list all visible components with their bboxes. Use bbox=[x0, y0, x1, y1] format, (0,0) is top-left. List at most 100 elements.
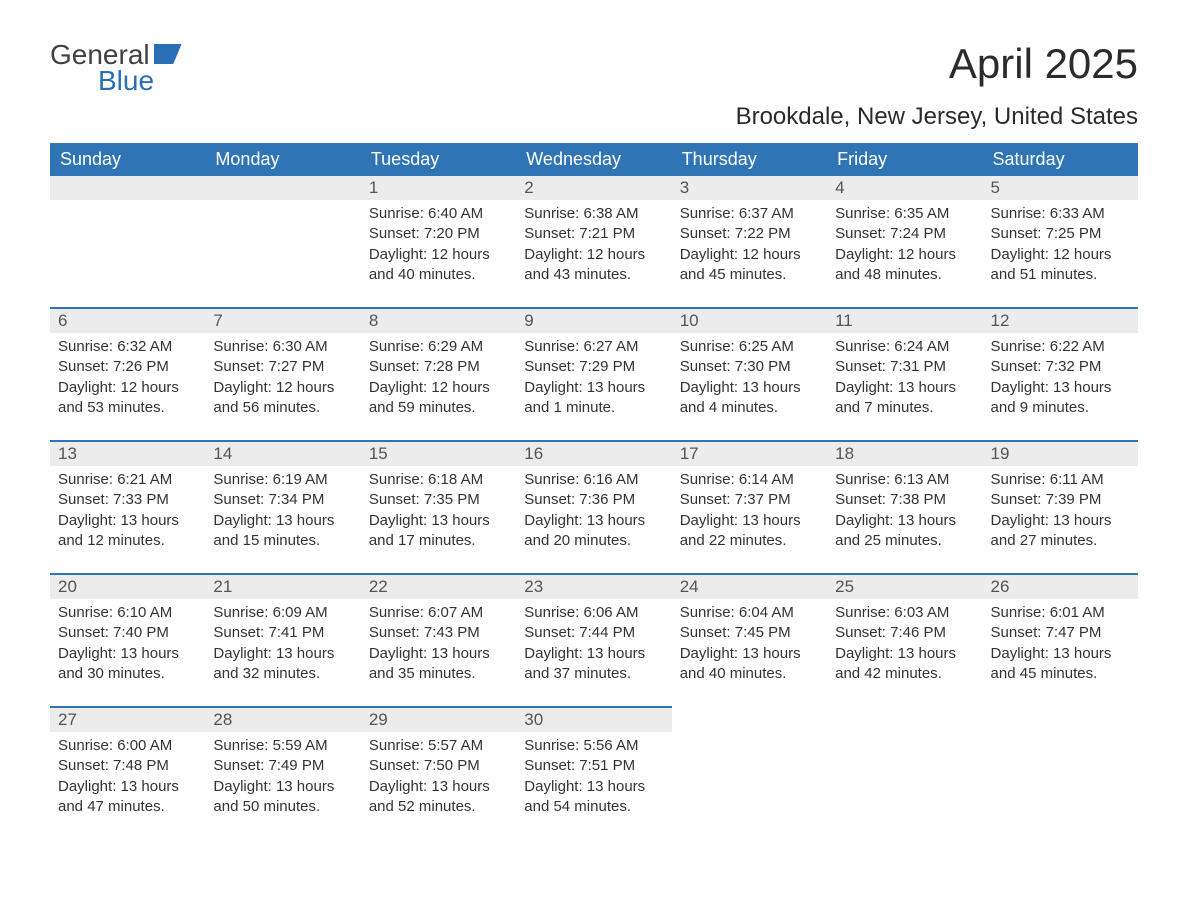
sunset-text: Sunset: 7:31 PM bbox=[835, 357, 974, 377]
page-title: April 2025 bbox=[949, 40, 1138, 88]
day-number: 28 bbox=[205, 706, 360, 732]
calendar-day-cell: 4Sunrise: 6:35 AMSunset: 7:24 PMDaylight… bbox=[827, 176, 982, 307]
day-details: Sunrise: 6:00 AMSunset: 7:48 PMDaylight:… bbox=[50, 736, 205, 817]
sunrise-text: Sunrise: 6:21 AM bbox=[58, 470, 197, 490]
daylight-text: Daylight: 13 hours and 47 minutes. bbox=[58, 777, 197, 818]
day-details: Sunrise: 6:35 AMSunset: 7:24 PMDaylight:… bbox=[827, 204, 982, 285]
day-number: 19 bbox=[983, 440, 1138, 466]
day-details: Sunrise: 5:57 AMSunset: 7:50 PMDaylight:… bbox=[361, 736, 516, 817]
daylight-text: Daylight: 13 hours and 27 minutes. bbox=[991, 511, 1130, 552]
sunrise-text: Sunrise: 6:37 AM bbox=[680, 204, 819, 224]
daylight-text: Daylight: 13 hours and 12 minutes. bbox=[58, 511, 197, 552]
sunset-text: Sunset: 7:47 PM bbox=[991, 623, 1130, 643]
day-number: 11 bbox=[827, 307, 982, 333]
logo-text-2: Blue bbox=[98, 67, 182, 95]
sunrise-text: Sunrise: 6:32 AM bbox=[58, 337, 197, 357]
sunset-text: Sunset: 7:35 PM bbox=[369, 490, 508, 510]
sunset-text: Sunset: 7:41 PM bbox=[213, 623, 352, 643]
daylight-text: Daylight: 13 hours and 7 minutes. bbox=[835, 378, 974, 419]
sunrise-text: Sunrise: 6:03 AM bbox=[835, 603, 974, 623]
sunrise-text: Sunrise: 6:09 AM bbox=[213, 603, 352, 623]
sunrise-text: Sunrise: 6:25 AM bbox=[680, 337, 819, 357]
logo: General Blue bbox=[50, 40, 182, 95]
calendar-day-cell: 11 Sunrise: 6:24 AMSunset: 7:31 PMDayligh… bbox=[827, 307, 982, 440]
calendar-header-cell: Saturday bbox=[983, 143, 1138, 176]
sunrise-text: Sunrise: 6:38 AM bbox=[524, 204, 663, 224]
sunrise-text: Sunrise: 6:24 AM bbox=[835, 337, 974, 357]
daylight-text: Daylight: 13 hours and 40 minutes. bbox=[680, 644, 819, 685]
daylight-text: Daylight: 12 hours and 51 minutes. bbox=[991, 245, 1130, 286]
sunrise-text: Sunrise: 6:33 AM bbox=[991, 204, 1130, 224]
daylight-text: Daylight: 13 hours and 35 minutes. bbox=[369, 644, 508, 685]
sunrise-text: Sunrise: 6:18 AM bbox=[369, 470, 508, 490]
calendar-day-cell bbox=[827, 706, 982, 839]
calendar-table: SundayMondayTuesdayWednesdayThursdayFrid… bbox=[50, 143, 1138, 839]
calendar-week-row: 27 Sunrise: 6:00 AMSunset: 7:48 PMDayligh… bbox=[50, 706, 1138, 839]
day-number: 3 bbox=[672, 176, 827, 200]
sunset-text: Sunset: 7:27 PM bbox=[213, 357, 352, 377]
day-number: 20 bbox=[50, 573, 205, 599]
day-number: 16 bbox=[516, 440, 671, 466]
sunrise-text: Sunrise: 6:30 AM bbox=[213, 337, 352, 357]
day-details: Sunrise: 6:22 AMSunset: 7:32 PMDaylight:… bbox=[983, 337, 1138, 418]
calendar-day-cell: 20Sunrise: 6:10 AMSunset: 7:40 PMDayligh… bbox=[50, 573, 205, 706]
calendar-day-cell: 23Sunrise: 6:06 AMSunset: 7:44 PMDayligh… bbox=[516, 573, 671, 706]
calendar-day-cell: 24Sunrise: 6:04 AMSunset: 7:45 PMDayligh… bbox=[672, 573, 827, 706]
daylight-text: Daylight: 13 hours and 37 minutes. bbox=[524, 644, 663, 685]
day-number: 12 bbox=[983, 307, 1138, 333]
sunset-text: Sunset: 7:33 PM bbox=[58, 490, 197, 510]
calendar-day-cell: 13Sunrise: 6:21 AMSunset: 7:33 PMDayligh… bbox=[50, 440, 205, 573]
daylight-text: Daylight: 12 hours and 56 minutes. bbox=[213, 378, 352, 419]
sunset-text: Sunset: 7:51 PM bbox=[524, 756, 663, 776]
day-number: 14 bbox=[205, 440, 360, 466]
sunset-text: Sunset: 7:44 PM bbox=[524, 623, 663, 643]
sunset-text: Sunset: 7:46 PM bbox=[835, 623, 974, 643]
day-number: 6 bbox=[50, 307, 205, 333]
calendar-day-cell: 9Sunrise: 6:27 AMSunset: 7:29 PMDaylight… bbox=[516, 307, 671, 440]
sunrise-text: Sunrise: 6:01 AM bbox=[991, 603, 1130, 623]
day-number: 25 bbox=[827, 573, 982, 599]
sunset-text: Sunset: 7:43 PM bbox=[369, 623, 508, 643]
day-details: Sunrise: 6:14 AMSunset: 7:37 PMDaylight:… bbox=[672, 470, 827, 551]
calendar-day-cell: 25 Sunrise: 6:03 AMSunset: 7:46 PMDayligh… bbox=[827, 573, 982, 706]
day-number: 26 bbox=[983, 573, 1138, 599]
day-number: 15 bbox=[361, 440, 516, 466]
calendar-day-cell: 28 Sunrise: 5:59 AMSunset: 7:49 PMDayligh… bbox=[205, 706, 360, 839]
sunset-text: Sunset: 7:30 PM bbox=[680, 357, 819, 377]
calendar-header-cell: Friday bbox=[827, 143, 982, 176]
daylight-text: Daylight: 13 hours and 17 minutes. bbox=[369, 511, 508, 552]
daylight-text: Daylight: 13 hours and 9 minutes. bbox=[991, 378, 1130, 419]
calendar-day-cell: 22Sunrise: 6:07 AMSunset: 7:43 PMDayligh… bbox=[361, 573, 516, 706]
sunset-text: Sunset: 7:29 PM bbox=[524, 357, 663, 377]
daylight-text: Daylight: 13 hours and 30 minutes. bbox=[58, 644, 197, 685]
sunrise-text: Sunrise: 6:00 AM bbox=[58, 736, 197, 756]
calendar-body: 1Sunrise: 6:40 AMSunset: 7:20 PMDaylight… bbox=[50, 176, 1138, 839]
day-details: Sunrise: 5:59 AMSunset: 7:49 PMDaylight:… bbox=[205, 736, 360, 817]
calendar-day-cell: 12 Sunrise: 6:22 AMSunset: 7:32 PMDayligh… bbox=[983, 307, 1138, 440]
sunset-text: Sunset: 7:25 PM bbox=[991, 224, 1130, 244]
daylight-text: Daylight: 12 hours and 45 minutes. bbox=[680, 245, 819, 286]
day-details: Sunrise: 6:37 AMSunset: 7:22 PMDaylight:… bbox=[672, 204, 827, 285]
day-number: 18 bbox=[827, 440, 982, 466]
calendar-week-row: 6 Sunrise: 6:32 AMSunset: 7:26 PMDaylight… bbox=[50, 307, 1138, 440]
calendar-day-cell: 2Sunrise: 6:38 AMSunset: 7:21 PMDaylight… bbox=[516, 176, 671, 307]
daylight-text: Daylight: 13 hours and 42 minutes. bbox=[835, 644, 974, 685]
header-row: General Blue April 2025 bbox=[50, 40, 1138, 95]
calendar-day-cell: 16Sunrise: 6:16 AMSunset: 7:36 PMDayligh… bbox=[516, 440, 671, 573]
sunrise-text: Sunrise: 6:06 AM bbox=[524, 603, 663, 623]
calendar-day-cell: 30Sunrise: 5:56 AMSunset: 7:51 PMDayligh… bbox=[516, 706, 671, 839]
calendar-header-row: SundayMondayTuesdayWednesdayThursdayFrid… bbox=[50, 143, 1138, 176]
day-number: 27 bbox=[50, 706, 205, 732]
day-details: Sunrise: 6:32 AMSunset: 7:26 PMDaylight:… bbox=[50, 337, 205, 418]
day-details: Sunrise: 6:30 AMSunset: 7:27 PMDaylight:… bbox=[205, 337, 360, 418]
daylight-text: Daylight: 12 hours and 53 minutes. bbox=[58, 378, 197, 419]
day-details: Sunrise: 6:09 AMSunset: 7:41 PMDaylight:… bbox=[205, 603, 360, 684]
calendar-week-row: 1Sunrise: 6:40 AMSunset: 7:20 PMDaylight… bbox=[50, 176, 1138, 307]
day-number: 2 bbox=[516, 176, 671, 200]
day-details: Sunrise: 6:11 AMSunset: 7:39 PMDaylight:… bbox=[983, 470, 1138, 551]
sunset-text: Sunset: 7:24 PM bbox=[835, 224, 974, 244]
daylight-text: Daylight: 13 hours and 32 minutes. bbox=[213, 644, 352, 685]
daylight-text: Daylight: 12 hours and 48 minutes. bbox=[835, 245, 974, 286]
page-subtitle: Brookdale, New Jersey, United States bbox=[50, 103, 1138, 131]
day-number: 5 bbox=[983, 176, 1138, 200]
